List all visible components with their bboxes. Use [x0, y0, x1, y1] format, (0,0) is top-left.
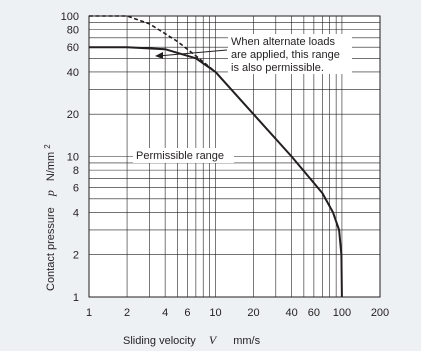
annotation-line-1: When alternate loads	[231, 36, 335, 48]
y-tick-label: 40	[67, 67, 79, 79]
permissible-range-box	[133, 148, 234, 163]
x-tick-label: 10	[209, 307, 221, 319]
annotation-line-2: are applied, this range	[231, 49, 340, 61]
x-tick-label: 2	[124, 307, 130, 319]
y-tick-labels: 1 2 4 6 810 20 40 60 80 100	[61, 11, 79, 304]
y-tick-label: 80	[67, 25, 79, 37]
y-axis-unit-superscript: 2	[43, 144, 52, 149]
x-axis-title: Sliding velocity	[123, 335, 196, 347]
x-tick-label: 60	[308, 307, 320, 319]
y-tick-label: 6	[73, 183, 79, 195]
dashed-limit-curve	[89, 15, 217, 73]
x-tick-label: 200	[371, 307, 389, 319]
y-tick-label: 20	[67, 109, 79, 121]
x-tick-label: 4	[162, 307, 168, 319]
y-tick-label: 10	[67, 152, 79, 164]
x-tick-label: 6	[184, 307, 190, 319]
annotation-arrow-shaft	[157, 49, 228, 57]
annotation-line-3: is also permissible.	[231, 62, 324, 74]
permissible-range-label: Permissible range	[136, 150, 224, 162]
y-axis-title: Contact pressure	[45, 207, 57, 291]
y-axis-unit: N/mm	[45, 152, 57, 181]
annotation-box	[228, 34, 352, 74]
y-axis-symbol: p	[43, 190, 57, 197]
x-axis-symbol: V	[209, 333, 218, 347]
y-tick-label: 8	[73, 165, 79, 177]
y-tick-label: 1	[73, 292, 79, 304]
y-tick-label: 100	[61, 11, 79, 23]
x-axis-unit: mm/s	[233, 335, 260, 347]
plot-frame	[88, 15, 381, 298]
x-tick-label: 20	[247, 307, 259, 319]
x-tick-label: 1	[86, 307, 92, 319]
y-tick-label: 4	[73, 207, 79, 219]
y-tick-label: 60	[67, 42, 79, 54]
solid-limit-curve	[89, 46, 343, 298]
series-layer	[89, 15, 343, 298]
x-tick-label: 40	[285, 307, 297, 319]
y-tick-label: 2	[73, 250, 79, 262]
x-tick-label: 100	[333, 307, 351, 319]
x-tick-labels: 1 2 4 6 10 20 40 60 100 200	[86, 307, 389, 319]
y-axis-label: Contact pressure p N/mm 2	[43, 144, 57, 291]
annotation-arrowhead	[155, 52, 163, 59]
x-axis-label: Sliding velocity V mm/s	[123, 333, 261, 347]
